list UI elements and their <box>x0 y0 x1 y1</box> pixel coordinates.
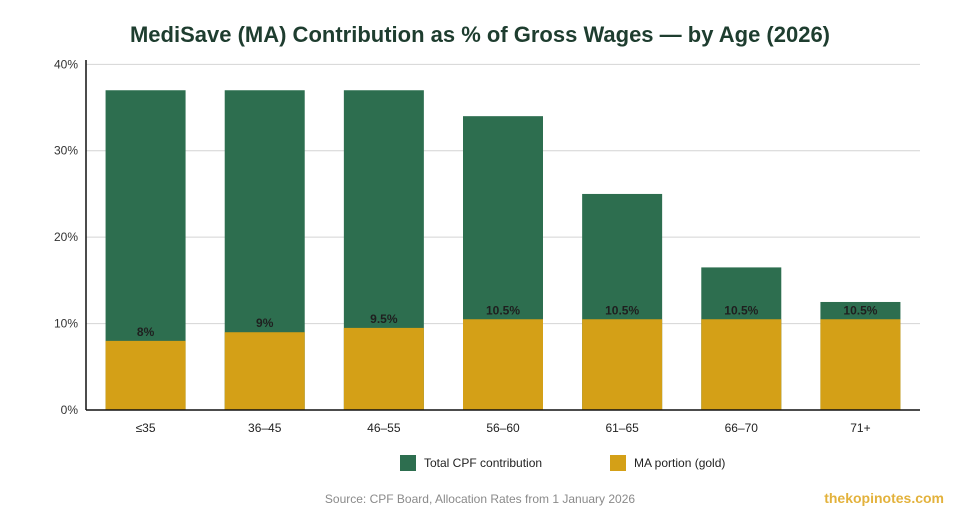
bar-ma-portion <box>820 319 901 410</box>
bar-data-label: 10.5% <box>486 303 520 317</box>
bar-data-label: 8% <box>137 325 155 339</box>
bar-data-label: 9% <box>256 316 274 330</box>
legend-swatch <box>610 455 626 471</box>
chart-title: MediSave (MA) Contribution as % of Gross… <box>129 22 831 47</box>
x-tick-label: 56–60 <box>486 421 520 435</box>
bar-ma-portion <box>582 319 663 410</box>
x-tick-label: 71+ <box>850 421 870 435</box>
y-tick-label: 10% <box>54 317 78 331</box>
x-tick-label: 61–65 <box>605 421 639 435</box>
bar-ma-portion <box>343 327 424 410</box>
axes: 0% 10% 20% 30% 40% ≤35 36–45 46–55 56–60 61–65 66–… <box>54 57 920 435</box>
y-tick-label: 30% <box>54 144 78 158</box>
bar-data-label: 10.5% <box>843 303 877 317</box>
bar-data-label: 10.5% <box>605 303 639 317</box>
brand-watermark: thekopinotes.com <box>824 490 944 506</box>
source-note: Source: CPF Board, Allocation Rates from… <box>324 492 636 506</box>
bar-data-label: 10.5% <box>724 303 758 317</box>
x-tick-label: 36–45 <box>248 421 282 435</box>
legend-label: Total CPF contribution <box>424 456 542 470</box>
bars <box>105 90 901 410</box>
y-tick-label: 40% <box>54 57 78 71</box>
x-tick-label: 66–70 <box>725 421 759 435</box>
bar-ma-portion <box>224 332 305 410</box>
x-tick-label: 46–55 <box>367 421 401 435</box>
bar-data-label: 9.5% <box>370 312 398 326</box>
bar-ma-portion <box>701 319 782 410</box>
data-labels: 8% 9% 9.5% 10.5% 10.5% 10.5% 10.5% <box>137 303 878 339</box>
y-tick-label: 20% <box>54 230 78 244</box>
legend-swatch <box>400 455 416 471</box>
legend-label: MA portion (gold) <box>634 456 725 470</box>
y-tick-label: 0% <box>61 403 79 417</box>
x-tick-label: ≤35 <box>136 421 156 435</box>
legend: Total CPF contribution MA portion (gold) <box>400 455 725 471</box>
bar-ma-portion <box>105 340 186 410</box>
bar-ma-portion <box>463 319 543 410</box>
